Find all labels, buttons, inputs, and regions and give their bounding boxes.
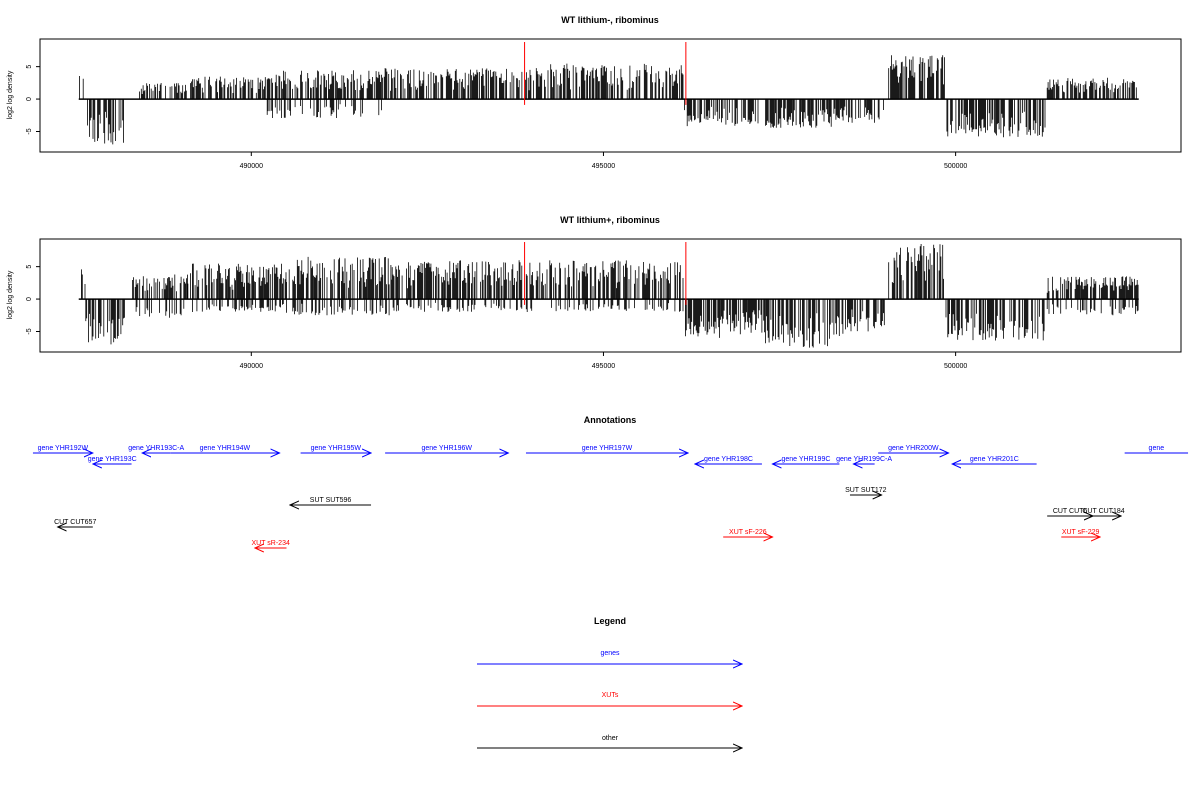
density-bars: [81, 244, 1139, 348]
panel-2-bars: [78, 244, 1139, 348]
annotation-label: CUT CUT657: [54, 519, 96, 526]
y-tick-label: -5: [26, 328, 33, 334]
panel-1-title: WT lithium-, ribominus: [561, 15, 659, 25]
annotation-label: gene YHR199C-A: [836, 456, 892, 463]
panel-1-bars: [78, 55, 1139, 145]
legend-panel: Legend genes XUTs other: [477, 616, 742, 748]
annotation-label: CUT CUT184: [1082, 508, 1124, 515]
x-tick-label: 495000: [592, 363, 615, 370]
annotation-label: gene YHR200W: [888, 445, 939, 452]
annotations-title: Annotations: [584, 415, 637, 425]
annotation-label: gene YHR194W: [200, 445, 251, 452]
annotation-label: SUT SUT596: [310, 497, 352, 504]
density-bars: [79, 55, 1137, 145]
annotation-label: gene YHR197W: [582, 445, 633, 452]
annotation-label: gene YHR196W: [422, 445, 473, 452]
panel-2-red-spikes: [524, 242, 687, 305]
x-tick-label: 490000: [240, 163, 263, 170]
annotation-label: gene YHR195W: [311, 445, 362, 452]
panel-2-title: WT lithium+, ribominus: [560, 215, 660, 225]
x-tick-label: 500000: [944, 163, 967, 170]
panel-1-yticks: 5 0 -5: [26, 65, 40, 135]
legend-entry-xuts: XUTs: [477, 692, 742, 706]
panel-lithium-plus: WT lithium+, ribominus log2 log density …: [7, 215, 1182, 370]
annotation-label: gene: [1149, 445, 1165, 452]
annotation-label: SUT SUT172: [845, 487, 887, 494]
annotation-label: XUT sR-234: [251, 540, 289, 547]
annotation-label: gene YHR201C: [970, 456, 1019, 463]
panel-1-xticks: 490000 495000 500000: [240, 152, 967, 170]
panel-2-yticks: 5 0 -5: [26, 265, 40, 335]
x-tick-label: 495000: [592, 163, 615, 170]
y-tick-label: 0: [26, 297, 33, 301]
y-tick-label: 0: [26, 97, 33, 101]
y-tick-label: 5: [26, 265, 33, 269]
x-tick-label: 500000: [944, 363, 967, 370]
legend-entry-genes: genes: [477, 650, 742, 664]
y-tick-label: -5: [26, 128, 33, 134]
y-tick-label: 5: [26, 65, 33, 69]
panel-lithium-minus: WT lithium-, ribominus log2 log density …: [7, 15, 1182, 170]
annotation-label: gene YHR193C: [88, 456, 137, 463]
annotation-label: XUT sF-226: [729, 529, 767, 536]
legend-label-xuts: XUTs: [602, 692, 619, 699]
panel-1-frame: [39, 38, 1182, 153]
legend-label-genes: genes: [600, 650, 620, 657]
annotation-label: XUT sF-229: [1062, 529, 1100, 536]
annotation-label: gene YHR192W: [38, 445, 89, 452]
annotation-features: gene YHR192W gene YHR193C gene YHR193C-A ge…: [32, 445, 1189, 548]
legend-label-other: other: [602, 735, 619, 742]
annotation-label: gene YHR199C: [781, 456, 830, 463]
x-tick-label: 490000: [240, 363, 263, 370]
panel-2-xticks: 490000 495000 500000: [240, 352, 967, 370]
legend-title: Legend: [594, 616, 626, 626]
legend-entry-other: other: [477, 735, 742, 748]
panel-2-frame: [39, 238, 1182, 353]
panel-2-ylabel: log2 log density: [7, 270, 14, 319]
annotation-label: gene YHR198C: [704, 456, 753, 463]
annotation-label: CUT CUT6: [1053, 508, 1088, 515]
panel-1-ylabel: log2 log density: [7, 70, 14, 119]
annotation-label: gene YHR193C-A: [128, 445, 184, 452]
panel-1-red-spikes: [524, 42, 687, 105]
